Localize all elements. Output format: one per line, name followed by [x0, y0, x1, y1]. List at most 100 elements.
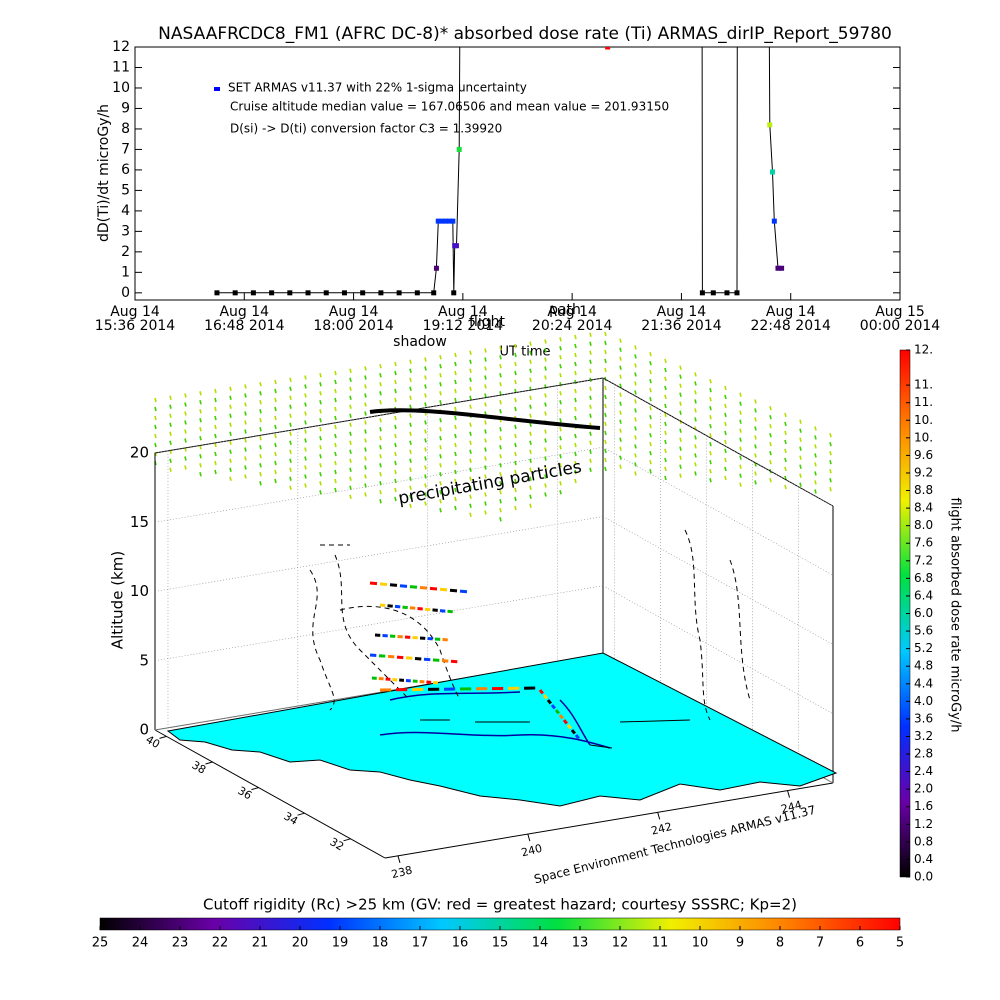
y-tick-label: 10	[112, 80, 130, 96]
dash	[244, 474, 247, 479]
dash	[499, 346, 502, 351]
dash	[829, 486, 832, 492]
dash	[259, 418, 262, 423]
dash	[559, 355, 562, 360]
dash	[694, 462, 697, 467]
dash	[679, 464, 682, 469]
dash	[319, 490, 322, 495]
dash	[394, 379, 397, 385]
dash	[184, 411, 187, 416]
colorbar-tick-label: 9	[736, 936, 744, 951]
dash	[649, 423, 652, 429]
dash	[454, 406, 457, 412]
colorbar-tick-label: 2.4	[914, 764, 933, 778]
dash	[754, 408, 757, 413]
dash	[499, 427, 502, 432]
dash	[694, 390, 697, 395]
dash	[589, 350, 592, 355]
y-tick-label: 2	[121, 244, 130, 260]
dash	[514, 352, 517, 358]
data-point	[456, 146, 462, 152]
dash	[814, 435, 817, 440]
dash	[544, 438, 547, 443]
x-tick-label: Aug 14 16:48 2014	[204, 304, 285, 334]
dash	[334, 388, 337, 394]
dash	[289, 413, 292, 418]
dash	[304, 447, 307, 452]
dash	[364, 384, 367, 389]
dash	[304, 483, 307, 488]
dash	[589, 341, 592, 346]
dash	[259, 445, 262, 450]
data-point	[453, 243, 459, 249]
dash	[469, 386, 472, 391]
dash	[544, 429, 547, 434]
dash	[664, 466, 667, 472]
dash	[334, 424, 337, 430]
dash	[634, 471, 637, 476]
dash	[559, 463, 562, 468]
y-tick-label: 36	[235, 784, 254, 802]
dash	[484, 429, 487, 434]
dash	[739, 464, 742, 469]
dash	[199, 418, 202, 423]
y-tick-label: 32	[327, 835, 346, 853]
dash	[499, 490, 502, 495]
dash	[634, 426, 637, 431]
dash	[514, 460, 517, 466]
dash	[634, 381, 637, 386]
track-seg	[429, 586, 438, 591]
dash	[274, 478, 277, 484]
dash	[784, 439, 787, 445]
dash	[379, 445, 382, 450]
colorbar-tick-label: 5.6	[914, 624, 933, 638]
dash	[574, 478, 577, 484]
dash	[244, 465, 247, 470]
dash	[499, 355, 502, 360]
dash	[349, 422, 352, 427]
dash	[499, 508, 502, 513]
dash	[274, 415, 277, 421]
dash	[544, 375, 547, 380]
dash	[394, 397, 397, 403]
dash	[379, 436, 382, 441]
dash	[379, 472, 382, 477]
data-point	[439, 218, 445, 224]
colorbar-tick-label: 5.2	[914, 641, 933, 655]
dash	[259, 472, 262, 477]
flight-track	[369, 581, 580, 740]
dash	[409, 485, 412, 490]
dash	[514, 397, 517, 403]
dash	[454, 505, 457, 511]
data-point	[287, 290, 293, 296]
dash	[319, 427, 322, 432]
dash	[184, 465, 187, 470]
dash	[709, 423, 712, 429]
dash	[559, 436, 562, 441]
data-point	[433, 265, 439, 271]
data-point	[431, 290, 437, 296]
dash	[559, 409, 562, 414]
dash	[454, 397, 457, 403]
data-point	[443, 218, 449, 224]
dash	[784, 412, 787, 418]
dash	[529, 377, 532, 382]
dash	[754, 399, 757, 404]
dash	[829, 450, 832, 456]
dash	[574, 433, 577, 439]
dash	[334, 406, 337, 412]
dash	[169, 404, 172, 409]
dash	[319, 373, 322, 378]
dash	[199, 400, 202, 405]
dash	[424, 438, 427, 443]
dash	[559, 373, 562, 378]
dash	[319, 463, 322, 468]
colorbar-tick-label: 8.8	[914, 483, 933, 497]
dash	[769, 441, 772, 447]
y-tick-label: 34	[281, 810, 300, 828]
dash	[349, 368, 352, 373]
dash	[409, 458, 412, 463]
dash	[679, 374, 682, 379]
dash	[394, 487, 397, 493]
dash	[619, 428, 622, 433]
